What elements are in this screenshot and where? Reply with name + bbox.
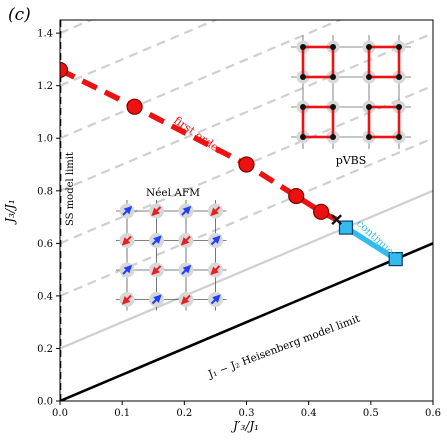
spin-up-arrow-icon: [122, 205, 133, 216]
guide-line-solid-0: [60, 189, 433, 350]
pvbs-site-dot: [366, 44, 372, 50]
y-tick-label-6: 1.2: [37, 81, 53, 92]
continuous-point-0: [338, 220, 354, 235]
spin-up-arrow-icon: [181, 264, 192, 275]
first-order-point-1: [126, 98, 143, 115]
x-tick-label-2: 0.2: [176, 408, 192, 419]
pvbs-site-dot: [330, 104, 336, 110]
pvbs-inset: pVBS: [291, 35, 411, 167]
pvbs-site-dot: [300, 74, 306, 80]
y-tick-label-0: 0.0: [37, 397, 53, 408]
y-tick-label-7: 1.4: [37, 29, 53, 40]
pvbs-title: pVBS: [336, 154, 367, 167]
spin-down-arrow-icon: [121, 235, 132, 246]
spin-down-arrow-icon: [121, 294, 132, 305]
pvbs-plaquette-0: [301, 45, 335, 79]
x-tick-label-0: 0.0: [52, 408, 68, 419]
limit-lines: [60, 20, 433, 401]
pvbs-plaquette-2: [301, 105, 335, 139]
continuous-line: [344, 225, 398, 262]
axis-ticks: 0.0 0.1 0.2 0.3 0.4 0.5 0.6 0.0 0.2 0.4 0.6 0.8 1.0 1…: [37, 29, 441, 419]
pvbs-site-dot: [366, 134, 372, 140]
guide-lines: [60, 20, 433, 350]
spin-up-arrow-icon: [210, 294, 221, 305]
spin-down-arrow-icon: [151, 265, 162, 276]
x-axis-label: J′₃/J₁: [230, 419, 259, 433]
pvbs-plaquette-3: [367, 105, 401, 139]
series-layer: [60, 61, 403, 267]
pvbs-site-dot: [300, 44, 306, 50]
first-order-label: first order: [171, 114, 226, 158]
spin-down-arrow-icon: [151, 206, 162, 217]
continuous-label: continuous: [354, 217, 405, 266]
spin-down-arrow-icon: [180, 294, 191, 305]
neel-afm-title: Néel AFM: [146, 187, 200, 199]
x-tick-label-6: 0.6: [425, 408, 441, 419]
x-tick-label-5: 0.5: [363, 408, 379, 419]
spin-up-arrow-icon: [151, 235, 162, 246]
ss-limit-label: SS model limit: [65, 152, 76, 226]
y-tick-label-2: 0.4: [37, 291, 53, 302]
first-order-point-2: [238, 156, 255, 173]
first-order-point-3: [288, 187, 305, 205]
spin-down-arrow-icon: [210, 206, 221, 217]
pvbs-plaquette-1: [367, 45, 401, 79]
panel-label: (c): [8, 5, 31, 25]
heisenberg-limit-label: J₁ − J₂ Heisenberg model limit: [206, 312, 362, 381]
x-tick-label-1: 0.1: [114, 408, 130, 419]
spin-up-arrow-icon: [122, 264, 133, 275]
pvbs-site-dot: [396, 44, 402, 50]
heisenberg-limit-line: [60, 242, 433, 401]
guide-line-dashed-5: [60, 20, 94, 35]
y-tick-label-1: 0.2: [37, 344, 53, 355]
pvbs-site-dot: [330, 134, 336, 140]
guide-line-dashed-4: [60, 20, 219, 87]
pvbs-site-dot: [396, 74, 402, 80]
x-tick-label-4: 0.4: [301, 408, 317, 419]
guide-line-dashed-3: [60, 20, 343, 140]
first-order-point-0: [60, 61, 69, 79]
first-order-point-4: [313, 203, 330, 220]
pvbs-site-dot: [396, 104, 402, 110]
spin-up-arrow-icon: [181, 205, 192, 216]
x-tick-label-3: 0.3: [239, 408, 255, 419]
continuous-point-1: [388, 252, 403, 267]
pvbs-site-dot: [366, 104, 372, 110]
spin-up-arrow-icon: [151, 294, 162, 305]
spin-up-arrow-icon: [210, 235, 221, 246]
guide-line-dashed-2: [60, 32, 433, 192]
neel-afm-inset: Néel AFM: [116, 187, 227, 311]
y-tick-label-5: 1.0: [37, 134, 53, 145]
spin-down-arrow-icon: [210, 265, 221, 276]
multicritical-point: [331, 214, 342, 226]
pvbs-site-dot: [300, 134, 306, 140]
pvbs-site-dot: [396, 134, 402, 140]
y-tick-label-3: 0.6: [37, 239, 53, 250]
pvbs-site-dot: [330, 44, 336, 50]
y-axis-label: J₃/J₁: [3, 199, 17, 225]
pvbs-site-dot: [366, 74, 372, 80]
spin-down-arrow-icon: [180, 235, 191, 246]
pvbs-site-dot: [330, 74, 336, 80]
y-tick-label-4: 0.8: [37, 186, 53, 197]
pvbs-site-dot: [300, 104, 306, 110]
